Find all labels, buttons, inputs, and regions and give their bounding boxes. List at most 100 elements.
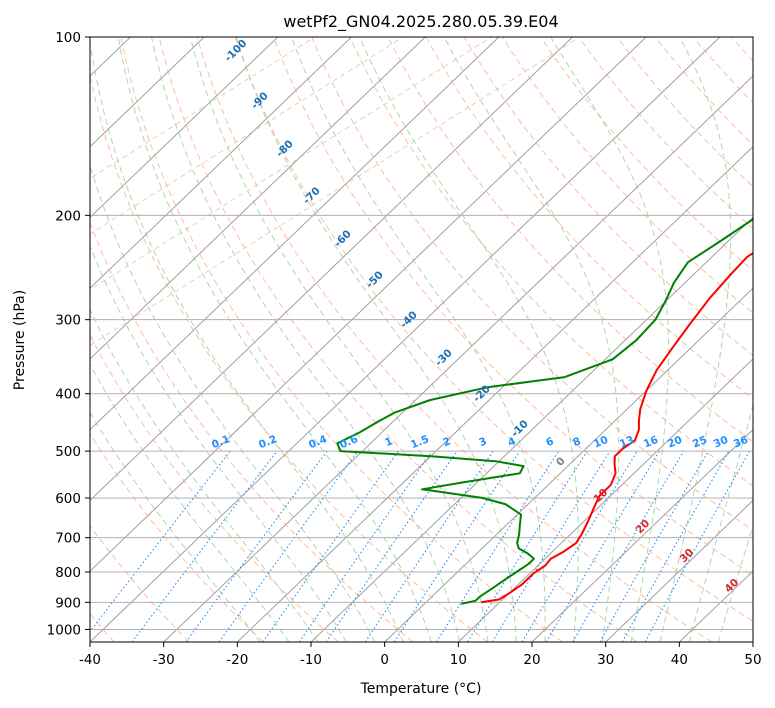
moist-adiabat-line [151,37,461,642]
moist-adiabat-line [717,524,753,642]
mixing-ratio-label: 30 [712,434,730,451]
x-tick-label: -40 [79,652,101,668]
x-tick-label: 40 [671,652,688,668]
temperature-profile-line [481,251,753,604]
profile-lines [336,218,753,605]
isotherm-line [605,499,753,642]
mixing-ratio-label: 8 [571,435,582,449]
dry-adiabat-line [158,37,638,642]
dry-adiabat-line [578,37,753,230]
y-axis-ticks: 100 200 300 400 500 600 700 800 900 1000 [47,30,90,638]
isotherm-line [90,37,573,502]
dry-adiabat-line [463,37,753,357]
dry-adiabat-line [90,525,190,642]
mixing-ratio-label: 25 [691,434,709,451]
mixing-ratio-line [644,450,751,642]
isotherm-line [90,37,205,148]
dry-adiabat-line [349,37,753,487]
moist-adiabat-line [90,308,319,642]
background-lines [90,37,753,642]
isotherm-line [90,37,352,289]
moist-adiabat-line [90,363,290,642]
moist-adiabat-line [117,37,432,642]
isotherm-line [90,37,426,360]
y-axis-label: Pressure (hPa) [12,290,28,390]
y-tick-label: 200 [55,208,81,224]
mixing-ratio-line [491,450,611,642]
moist-adiabat-line [90,244,347,642]
dry-adiabat-line [234,37,753,622]
dewpoint-profile-line [336,218,753,605]
dry-adiabat-line [540,37,753,272]
moist-adiabat-line [235,37,517,642]
isotherm-line [457,358,753,642]
mixing-ratio-label: 16 [642,434,660,451]
mixing-ratio-label: 6 [544,435,555,449]
isotherm-line [90,37,500,431]
y-tick-label: 100 [55,30,81,46]
x-tick-label: 10 [450,652,467,668]
isotherm-line [90,37,721,642]
moist-adiabat-line [291,37,546,642]
tan-curve-line [90,37,315,180]
moist-adiabat-line [688,403,753,642]
mixing-ratio-line [521,450,638,642]
dry-adiabat-line [90,333,339,642]
x-tick-label: 20 [523,652,540,668]
dry-adiabat-line [90,73,488,642]
y-tick-label: 500 [55,444,81,460]
y-tick-label: 700 [55,531,81,547]
x-tick-label: -20 [226,652,248,668]
mixing-ratio-line [435,450,560,642]
mixing-ratio-label: 36 [732,434,750,451]
mixing-ratio-label: 10 [592,434,610,451]
y-tick-label: 800 [55,565,81,581]
x-tick-label: 0 [380,652,389,668]
tan-curve-line [90,37,404,235]
pressure-gridlines [90,37,753,630]
dry-adiabat-line [387,37,753,443]
mixing-ratio-label: 3 [477,435,488,449]
mixing-ratio-label: 4 [506,435,517,449]
tan-curve-line [90,37,492,291]
moist-adiabat-line [359,37,579,642]
moist-adiabat-line [443,37,620,642]
moist-adiabat-line [90,164,376,642]
mixing-ratio-line [467,450,588,642]
x-axis-label: Temperature (°C) [360,681,482,697]
isotherm-line [90,37,279,219]
y-tick-label: 600 [55,491,81,507]
dry-adiabat-line [311,37,753,531]
dry-adiabat-line [120,37,563,642]
mixing-ratio-line [218,450,359,642]
chart-title: wetPf2_GN04.2025.280.05.39.E04 [283,12,558,32]
y-tick-label: 400 [55,387,81,403]
mixing-ratio-label: 2 [441,435,452,449]
isotherm-line [236,145,753,642]
mixing-ratio-line [572,450,685,642]
mixing-ratio-label: 20 [666,434,684,451]
mixing-ratio-line [90,450,231,633]
plot-frame [89,36,754,643]
y-tick-label: 1000 [47,622,81,638]
y-tick-label: 300 [55,313,81,329]
moist-adiabat-line [90,411,261,642]
x-tick-label: -30 [153,652,175,668]
mixing-ratio-label: 13 [618,434,636,451]
tan-curve-line [90,37,581,346]
moist-adiabat-line [659,37,732,642]
dry-adiabat-line [196,37,712,642]
x-axis-ticks: -40 -30 -20 -10 0 10 20 30 40 50 [79,642,762,668]
mixing-ratio-line [599,450,709,642]
mixing-ratio-line [325,450,458,642]
dry-adiabat-line [90,221,414,642]
mixing-ratio-label: 1 [383,435,394,449]
isotherm-line [531,429,753,642]
y-tick-label: 900 [55,595,81,611]
dry-adiabat-line [654,37,753,146]
isotherm-line [90,37,647,572]
isotherm-line [163,75,753,642]
mixing-ratio-line [545,450,660,642]
